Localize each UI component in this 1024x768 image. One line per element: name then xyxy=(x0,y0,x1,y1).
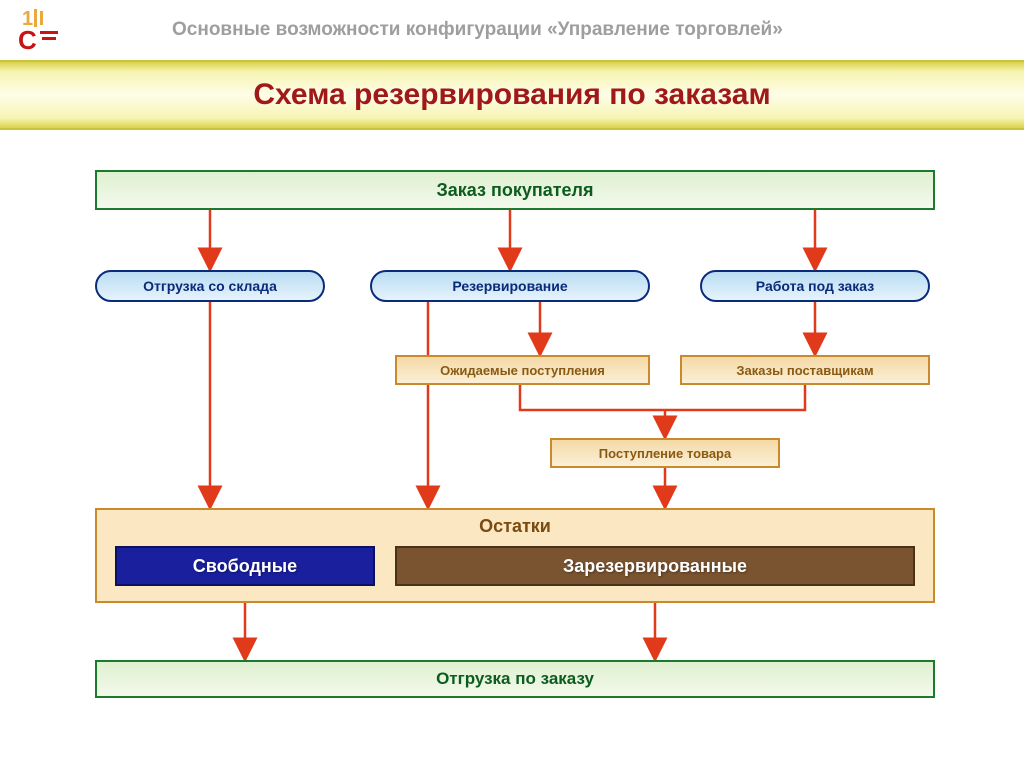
page-title: Схема резервирования по заказам xyxy=(253,78,770,112)
node-free-stock: Свободные xyxy=(115,546,375,586)
node-ship-from-warehouse: Отгрузка со склада xyxy=(95,270,325,302)
panel-title: Остатки xyxy=(97,516,933,537)
header-subtitle: Основные возможности конфигурации «Управ… xyxy=(172,19,783,41)
diagram-canvas: Заказ покупателя Отгрузка со склада Резе… xyxy=(0,130,1024,768)
header-band: 1 С Основные возможности конфигурации «У… xyxy=(0,0,1024,60)
svg-text:С: С xyxy=(18,25,37,55)
logo-1c: 1 С xyxy=(12,5,62,55)
node-goods-receipt: Поступление товара xyxy=(550,438,780,468)
node-reserved-stock: Зарезервированные xyxy=(395,546,915,586)
node-reservation: Резервирование xyxy=(370,270,650,302)
node-work-to-order: Работа под заказ xyxy=(700,270,930,302)
title-band: Схема резервирования по заказам xyxy=(0,60,1024,130)
node-expected-receipts: Ожидаемые поступления xyxy=(395,355,650,385)
node-customer-order: Заказ покупателя xyxy=(95,170,935,210)
node-supplier-orders: Заказы поставщикам xyxy=(680,355,930,385)
node-ship-by-order: Отгрузка по заказу xyxy=(95,660,935,698)
